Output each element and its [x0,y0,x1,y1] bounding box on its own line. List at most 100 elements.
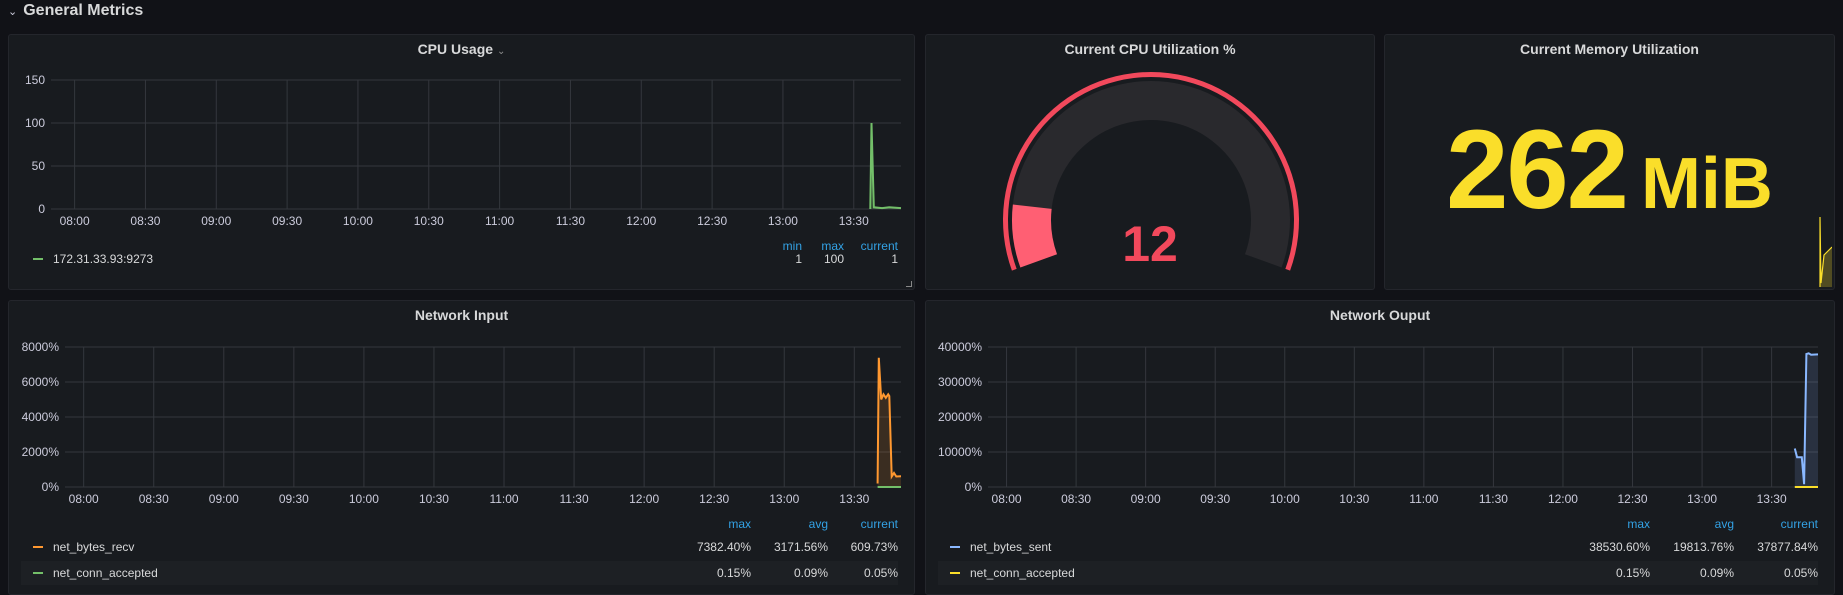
legend-header: max avg current [681,517,898,531]
series-color-swatch[interactable] [950,572,960,574]
x-tick-label: 09:30 [1200,492,1230,506]
legend-item[interactable]: net_bytes_recv 7382.40% 3171.56% 609.73% [21,535,898,559]
y-tick-label: 6000% [22,375,60,389]
gauge-track [1012,80,1290,268]
x-tick-label: 13:30 [839,214,869,228]
panel-title[interactable]: Network Input [414,307,509,323]
legend-value-avg: 0.09% [1699,566,1734,580]
legend-value-avg: 3171.56% [773,540,828,554]
panel-title[interactable]: Current CPU Utilization % [1064,41,1236,57]
y-tick-label: 100 [25,116,45,130]
x-tick-label: 09:00 [209,492,239,506]
x-tick-label: 08:30 [139,492,169,506]
legend-item[interactable]: 172.31.33.93:9273 1 100 1 [21,247,898,271]
cpu-gauge [1003,72,1299,271]
network-output-chart[interactable]: 0% 10000% 20000% 30000% 40000% 08:00 08:30 09:0… [926,301,1836,511]
panel-title[interactable]: Current Memory Utilization [1520,41,1699,57]
x-tick-label: 10:00 [343,214,373,228]
gauge-value-fill [1012,204,1058,268]
series-line-net_bytes_sent [1793,352,1819,485]
legend-item[interactable]: net_bytes_sent 38530.60% 19813.76% 37877… [938,535,1818,559]
legend-col-current[interactable]: current [860,517,898,531]
panel-cpu-usage: CPU Usage ⌄ 0 50 100 150 08:00 08:30 09:00 09:30… [8,34,915,290]
y-tick-label: 30000% [938,375,982,389]
series-name[interactable]: 172.31.33.93:9273 [53,252,154,266]
panel-title[interactable]: CPU Usage ⌄ [9,41,914,57]
x-tick-label: 12:00 [1548,492,1578,506]
legend-col-avg[interactable]: avg [808,517,828,531]
y-tick-label: 40000% [938,340,982,354]
legend-value-max: 38530.60% [1589,540,1650,554]
x-tick-label: 08:00 [60,214,90,228]
x-tick-label: 11:30 [556,214,585,228]
legend-value-max: 0.15% [1615,566,1650,580]
x-tick-label: 12:30 [699,492,729,506]
resize-handle[interactable] [906,281,912,287]
legend-col-current[interactable]: current [1780,517,1818,531]
series-color-swatch[interactable] [950,546,960,548]
x-tick-label: 11:30 [1479,492,1508,506]
y-tick-label: 20000% [938,410,982,424]
chevron-down-icon[interactable]: ⌄ [497,46,506,57]
series-name[interactable]: net_bytes_recv [53,540,135,554]
memory-value: 262 [1446,107,1629,232]
series-name[interactable]: net_conn_accepted [970,566,1075,580]
x-tick-label: 12:30 [1618,492,1648,506]
row-header-general-metrics[interactable]: ⌄ General Metrics [8,0,143,22]
legend-col-current[interactable]: current [860,239,898,253]
legend-col-max[interactable]: max [728,517,751,531]
x-tick-label: 10:30 [414,214,444,228]
memory-unit: MiB [1640,144,1773,224]
legend-item[interactable]: net_conn_accepted 0.15% 0.09% 0.05% [938,561,1818,585]
y-tick-label: 10000% [938,445,982,459]
x-tick-label: 08:30 [130,214,160,228]
legend-col-avg[interactable]: avg [1714,517,1734,531]
series-name[interactable]: net_bytes_sent [970,540,1052,554]
series-color-swatch[interactable] [33,258,43,260]
legend-value-current: 37877.84% [1757,540,1818,554]
network-input-chart[interactable]: 0% 2000% 4000% 6000% 8000% 08:00 08:30 09:00 09:… [9,301,916,511]
x-tick-label: 09:30 [272,214,302,228]
legend-col-max[interactable]: max [821,239,844,253]
x-tick-label: 10:00 [1270,492,1300,506]
y-tick-label: 0% [42,480,60,494]
legend-value-current: 0.05% [863,566,898,580]
panel-memory: Current Memory Utilization 262 MiB [1384,34,1835,290]
legend-value-current: 1 [891,252,898,266]
x-tick-label: 11:00 [489,492,518,506]
y-tick-label: 4000% [22,410,60,424]
legend-value-avg: 19813.76% [1673,540,1734,554]
y-tick-label: 2000% [22,445,60,459]
x-tick-label: 12:30 [697,214,727,228]
chevron-down-icon[interactable]: ⌄ [8,5,18,18]
x-tick-label: 13:30 [1757,492,1787,506]
x-tick-label: 13:30 [839,492,869,506]
x-tick-label: 13:00 [1687,492,1717,506]
x-tick-label: 13:00 [768,214,798,228]
gauge-value: 12 [1122,216,1178,272]
x-tick-label: 13:00 [769,492,799,506]
legend-value-max: 7382.40% [696,540,751,554]
legend-header: min max current [762,239,898,253]
series-line-172.31.33.93:9273 [869,122,902,210]
legend-value-current: 0.05% [1783,566,1818,580]
cpu-usage-chart[interactable]: 0 50 100 150 08:00 08:30 09:00 09:30 10:00 10:30 1… [9,35,916,235]
series-name[interactable]: net_conn_accepted [53,566,158,580]
legend-col-max[interactable]: max [1627,517,1650,531]
panel-title[interactable]: Network Ouput [1329,307,1431,323]
panel-network-output: Network Ouput 0% 10000% 20000% 30000% 40000%… [925,300,1835,595]
x-tick-label: 08:30 [1061,492,1091,506]
x-tick-label: 10:30 [419,492,449,506]
x-tick-label: 09:30 [279,492,309,506]
series-color-swatch[interactable] [33,572,43,574]
series-line-net_bytes_recv [876,357,902,484]
y-tick-label: 50 [32,159,46,173]
cpu-usage-title[interactable]: CPU Usage [417,41,494,57]
legend-item[interactable]: net_conn_accepted 0.15% 0.09% 0.05% [21,561,898,585]
y-tick-label: 0% [965,480,983,494]
legend-col-min[interactable]: min [782,239,802,253]
legend-value-max: 0.15% [716,566,751,580]
sparkline-line [1819,217,1832,287]
series-color-swatch[interactable] [33,546,43,548]
x-tick-label: 10:30 [1339,492,1369,506]
